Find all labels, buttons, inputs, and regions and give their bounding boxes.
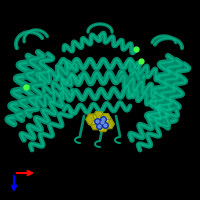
Polygon shape [98,122,108,132]
Polygon shape [93,112,104,121]
Polygon shape [100,114,111,123]
Polygon shape [104,119,114,129]
Polygon shape [91,120,101,130]
Polygon shape [86,114,98,125]
